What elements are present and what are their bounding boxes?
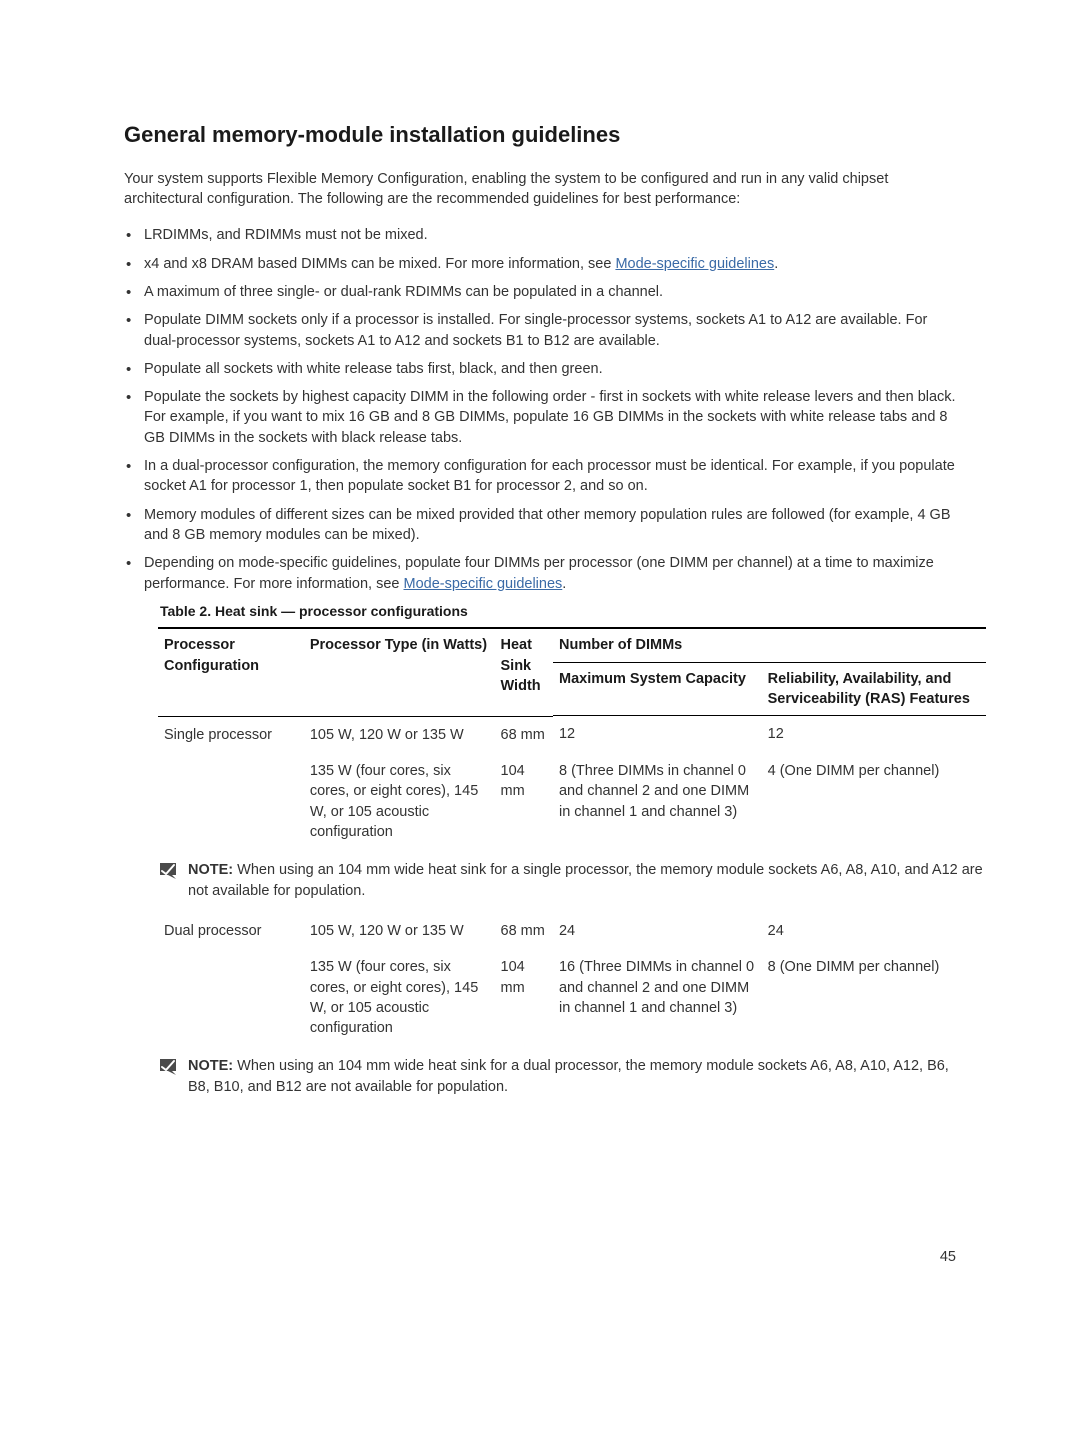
section-heading: General memory-module installation guide… bbox=[124, 120, 956, 151]
list-item: LRDIMMs, and RDIMMs must not be mixed. bbox=[124, 225, 956, 245]
note-text: NOTE: When using an 104 mm wide heat sin… bbox=[188, 1056, 956, 1097]
td-ras: 8 (One DIMM per channel) bbox=[762, 949, 986, 1046]
heatsink-table: Processor Configuration Processor Type (… bbox=[158, 627, 986, 1046]
note-icon bbox=[158, 861, 178, 881]
list-item: A maximum of three single- or dual-rank … bbox=[124, 282, 956, 302]
note-text: NOTE: When using an 104 mm wide heat sin… bbox=[188, 860, 986, 901]
list-item: Populate the sockets by highest capacity… bbox=[124, 387, 956, 448]
td-ras: 24 bbox=[762, 913, 986, 949]
guidelines-list: LRDIMMs, and RDIMMs must not be mixed. x… bbox=[124, 225, 956, 593]
link-mode-guidelines[interactable]: Mode-specific guidelines bbox=[404, 576, 563, 592]
td-heat-sink: 104 mm bbox=[495, 949, 553, 1046]
page-number: 45 bbox=[124, 1247, 956, 1267]
list-item: Depending on mode-specific guidelines, p… bbox=[124, 553, 956, 594]
list-item: In a dual-processor configuration, the m… bbox=[124, 456, 956, 497]
th-proc-config: Processor Configuration bbox=[158, 628, 304, 715]
td-max-sys: 12 bbox=[553, 716, 762, 753]
td-proc-config: Dual processor bbox=[158, 913, 304, 949]
td-proc-type: 135 W (four cores, six cores, or eight c… bbox=[304, 949, 495, 1046]
list-item: Populate all sockets with white release … bbox=[124, 359, 956, 379]
td-proc-type: 135 W (four cores, six cores, or eight c… bbox=[304, 753, 495, 850]
th-ras: Reliability, Availability, and Serviceab… bbox=[762, 662, 986, 716]
td-max-sys: 24 bbox=[553, 913, 762, 949]
list-item: Populate DIMM sockets only if a processo… bbox=[124, 310, 956, 351]
td-ras: 4 (One DIMM per channel) bbox=[762, 753, 986, 850]
td-max-sys: 8 (Three DIMMs in channel 0 and channel … bbox=[553, 753, 762, 850]
td-heat-sink: 104 mm bbox=[495, 753, 553, 850]
td-ras: 12 bbox=[762, 716, 986, 753]
th-heat-sink: Heat Sink Width bbox=[495, 628, 553, 715]
link-mode-guidelines[interactable]: Mode-specific guidelines bbox=[615, 256, 774, 272]
list-item: x4 and x8 DRAM based DIMMs can be mixed.… bbox=[124, 254, 956, 274]
th-max-sys: Maximum System Capacity bbox=[553, 662, 762, 716]
th-num-dimms: Number of DIMMs bbox=[553, 628, 986, 662]
note-icon bbox=[158, 1057, 178, 1077]
intro-paragraph: Your system supports Flexible Memory Con… bbox=[124, 169, 956, 210]
td-proc-type: 105 W, 120 W or 135 W bbox=[304, 913, 495, 949]
td-proc-type: 105 W, 120 W or 135 W bbox=[304, 716, 495, 753]
td-max-sys: 16 (Three DIMMs in channel 0 and channel… bbox=[553, 949, 762, 1046]
td-proc-config: Single processor bbox=[158, 716, 304, 753]
td-heat-sink: 68 mm bbox=[495, 913, 553, 949]
table-caption: Table 2. Heat sink — processor configura… bbox=[160, 602, 956, 622]
th-proc-type: Processor Type (in Watts) bbox=[304, 628, 495, 715]
td-heat-sink: 68 mm bbox=[495, 716, 553, 753]
list-item: Memory modules of different sizes can be… bbox=[124, 505, 956, 546]
